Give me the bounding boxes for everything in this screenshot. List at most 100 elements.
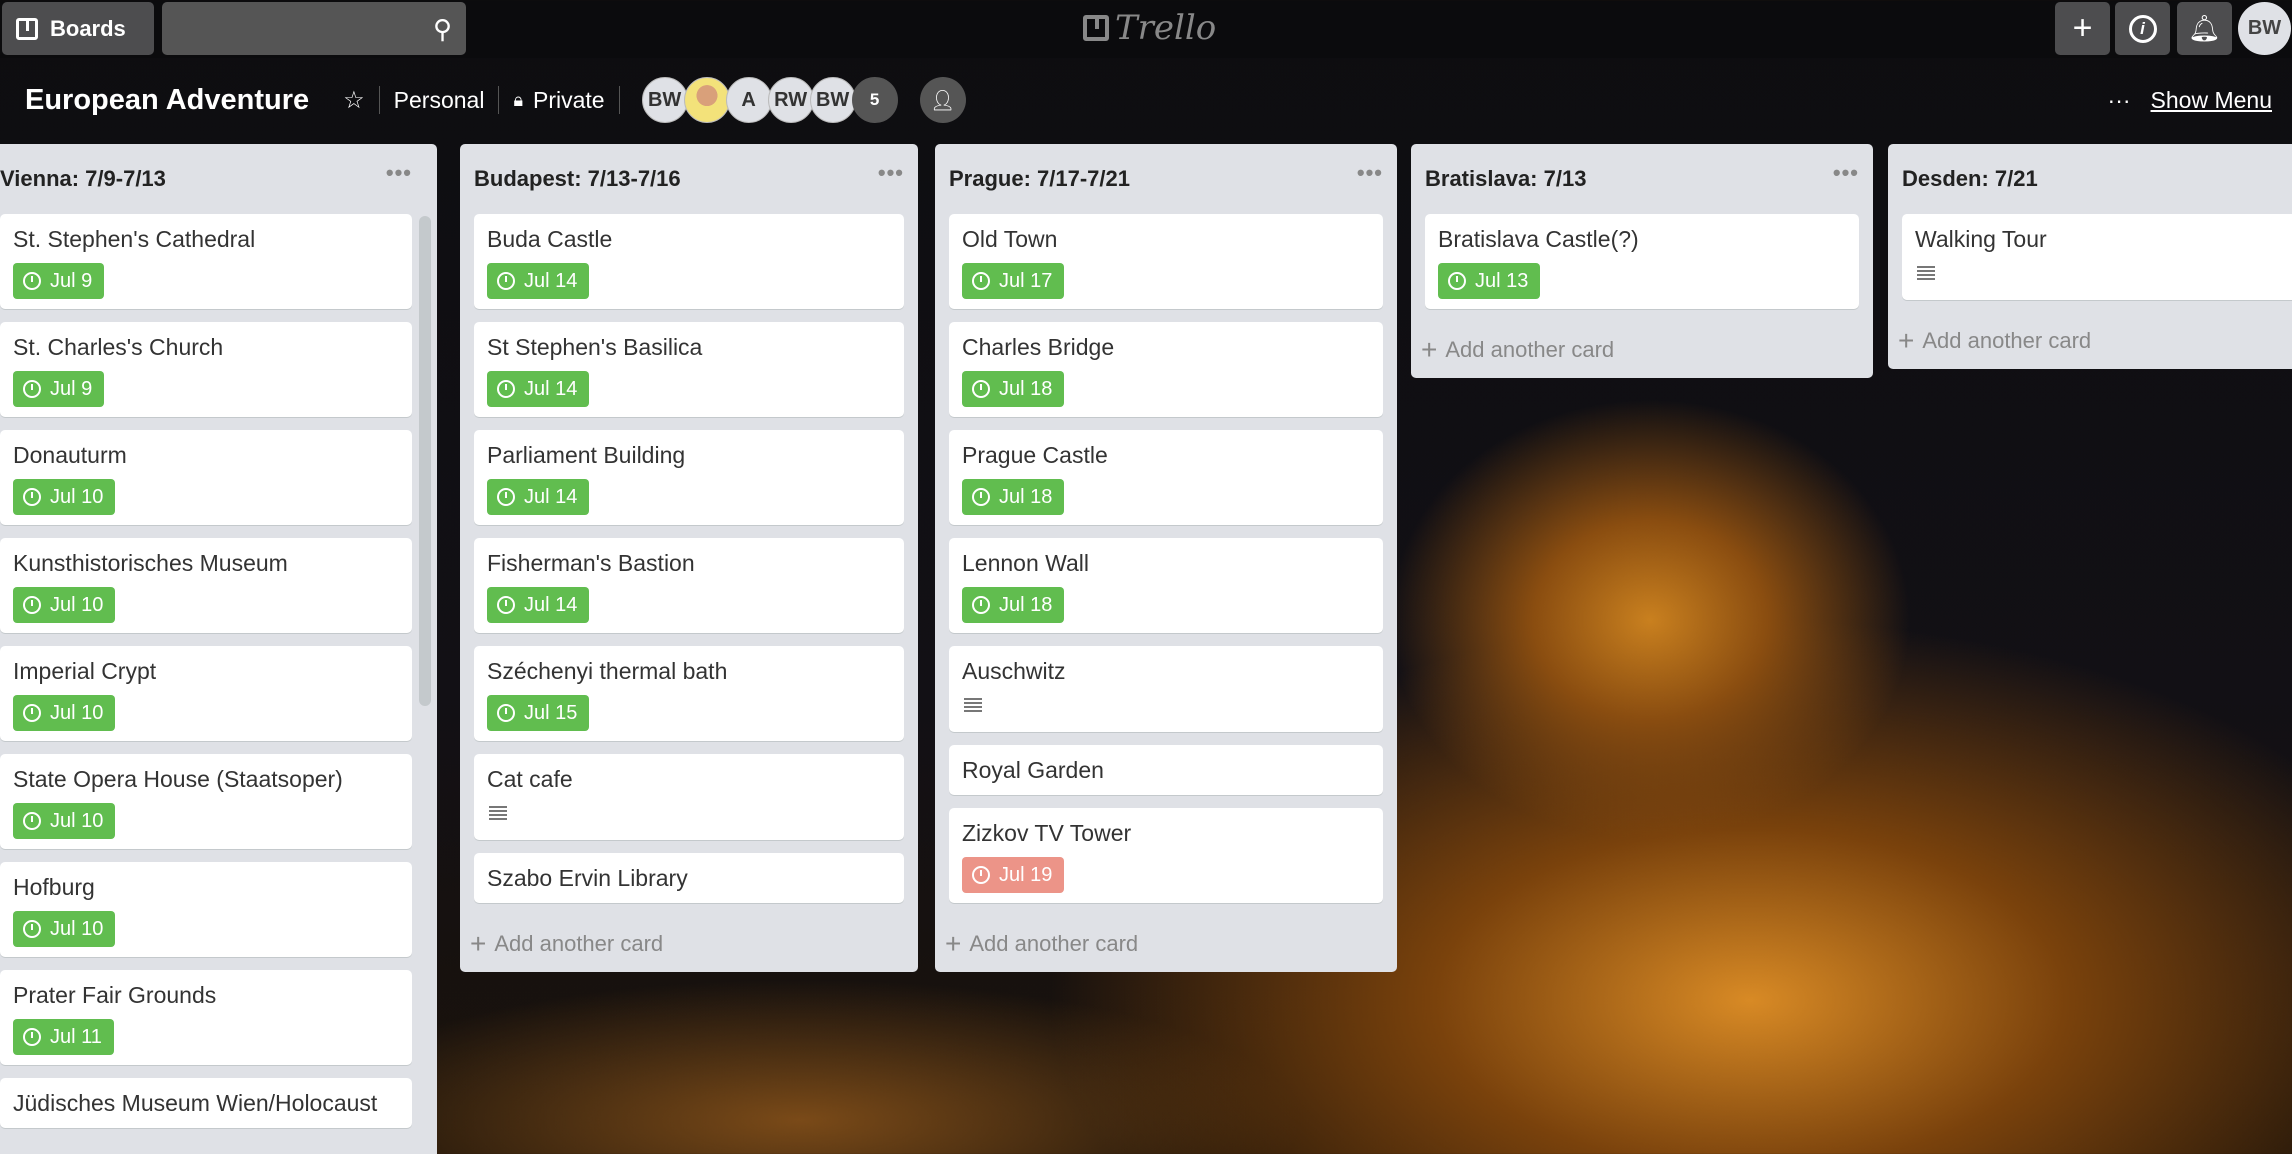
card[interactable]: Imperial Crypt Jul 10 xyxy=(0,646,412,741)
clock-icon xyxy=(972,596,990,614)
card-title: Buda Castle xyxy=(487,226,613,252)
board-title[interactable]: European Adventure xyxy=(25,83,310,116)
notifications-button[interactable]: 🔔︎ xyxy=(2177,2,2232,55)
due-date-badge: Jul 18 xyxy=(962,587,1065,623)
list-menu-icon[interactable]: ••• xyxy=(1356,160,1383,185)
card[interactable]: St. Charles's Church Jul 9 xyxy=(0,322,412,417)
search-input[interactable]: ⚲ xyxy=(162,2,466,55)
card-title: Széchenyi thermal bath xyxy=(487,658,728,684)
member-avatar[interactable]: BW xyxy=(809,77,856,123)
list-title[interactable]: Desden: 7/21 xyxy=(1902,166,2038,191)
card[interactable]: Zizkov TV Tower Jul 19 xyxy=(949,808,1383,903)
card[interactable]: St Stephen's Basilica Jul 14 xyxy=(474,322,904,417)
card[interactable]: Donauturm Jul 10 xyxy=(0,430,412,525)
card[interactable]: State Opera House (Staatsoper) Jul 10 xyxy=(0,754,412,849)
clock-icon xyxy=(23,812,41,830)
list-header: Prague: 7/17-7/21 ••• xyxy=(949,144,1383,214)
due-date-badge: Jul 10 xyxy=(13,803,116,839)
add-card-label: Add another card xyxy=(494,931,664,956)
board-header: European Adventure ☆ Personal 🔒︎ Private… xyxy=(0,58,2292,142)
clock-icon xyxy=(497,272,515,290)
list-menu-icon[interactable]: ••• xyxy=(1832,160,1859,185)
list-title[interactable]: Vienna: 7/9-7/13 xyxy=(0,166,166,191)
card-title: Cat cafe xyxy=(487,766,573,792)
clock-icon xyxy=(23,1028,41,1046)
card[interactable]: Walking Tour xyxy=(1902,214,2292,300)
team-button[interactable]: Personal xyxy=(393,86,485,113)
list-menu-icon[interactable]: ••• xyxy=(385,160,412,185)
due-date: Jul 14 xyxy=(524,485,578,508)
clock-icon xyxy=(23,380,41,398)
card[interactable]: Parliament Building Jul 14 xyxy=(474,430,904,525)
invite-button[interactable]: 👤︎ xyxy=(919,77,966,123)
search-icon[interactable]: ⚲ xyxy=(432,14,452,44)
card[interactable]: Cat cafe xyxy=(474,754,904,840)
description-icon xyxy=(1917,266,1935,282)
card[interactable]: Fisherman's Bastion Jul 14 xyxy=(474,538,904,633)
due-date-badge: Jul 14 xyxy=(487,371,590,407)
trello-logo[interactable]: Trello xyxy=(1083,8,1216,48)
card-title: St. Charles's Church xyxy=(13,334,224,360)
member-avatar[interactable]: A xyxy=(725,77,772,123)
card[interactable]: Prague Castle Jul 18 xyxy=(949,430,1383,525)
bell-icon: 🔔︎ xyxy=(2187,13,2221,43)
plus-icon: + xyxy=(945,928,962,959)
card[interactable]: Charles Bridge Jul 18 xyxy=(949,322,1383,417)
show-menu-link[interactable]: Show Menu xyxy=(2150,86,2272,113)
member-avatar[interactable]: BW xyxy=(641,77,688,123)
card-title: Prague Castle xyxy=(962,442,1108,468)
card[interactable]: Old Town Jul 17 xyxy=(949,214,1383,309)
boards-button[interactable]: Boards xyxy=(2,2,154,55)
clock-icon xyxy=(23,272,41,290)
card[interactable]: Auschwitz xyxy=(949,646,1383,732)
due-date-badge: Jul 10 xyxy=(13,587,116,623)
due-date: Jul 17 xyxy=(999,269,1053,292)
card[interactable]: St. Stephen's Cathedral Jul 9 xyxy=(0,214,412,309)
user-avatar[interactable]: BW xyxy=(2238,2,2291,55)
add-card-button[interactable]: + Add another card xyxy=(1421,322,1859,378)
card[interactable]: Prater Fair Grounds Jul 11 xyxy=(0,970,412,1065)
card[interactable]: Lennon Wall Jul 18 xyxy=(949,538,1383,633)
info-button[interactable]: i xyxy=(2115,2,2170,55)
due-date-badge: Jul 9 xyxy=(13,371,105,407)
list-title[interactable]: Budapest: 7/13-7/16 xyxy=(474,166,681,191)
list-scrollbar[interactable] xyxy=(419,216,431,706)
due-date: Jul 10 xyxy=(50,917,104,940)
card[interactable]: Hofburg Jul 10 xyxy=(0,862,412,957)
add-card-button[interactable]: + Add another card xyxy=(470,916,904,972)
list-header: Vienna: 7/9-7/13 ••• xyxy=(0,144,412,214)
clock-icon xyxy=(497,596,515,614)
member-avatar[interactable]: RW xyxy=(767,77,814,123)
clock-icon xyxy=(972,866,990,884)
card-title: Hofburg xyxy=(13,874,95,900)
add-card-button[interactable]: + Add another card xyxy=(1898,313,2292,369)
card[interactable]: Buda Castle Jul 14 xyxy=(474,214,904,309)
clock-icon xyxy=(972,488,990,506)
card-title: State Opera House (Staatsoper) xyxy=(13,766,343,792)
list-title[interactable]: Prague: 7/17-7/21 xyxy=(949,166,1130,191)
due-date-badge: Jul 10 xyxy=(13,911,116,947)
card[interactable]: Kunsthistorisches Museum Jul 10 xyxy=(0,538,412,633)
card-title: St Stephen's Basilica xyxy=(487,334,703,360)
list-title[interactable]: Bratislava: 7/13 xyxy=(1425,166,1587,191)
due-date-badge: Jul 11 xyxy=(13,1019,114,1055)
due-date: Jul 19 xyxy=(999,863,1053,886)
member-avatar[interactable] xyxy=(683,77,730,123)
star-icon[interactable]: ☆ xyxy=(343,86,365,114)
card[interactable]: Royal Garden xyxy=(949,745,1383,795)
due-date: Jul 18 xyxy=(999,377,1053,400)
due-date-badge: Jul 19 xyxy=(962,857,1065,893)
card[interactable]: Széchenyi thermal bath Jul 15 xyxy=(474,646,904,741)
card[interactable]: Szabo Ervin Library xyxy=(474,853,904,903)
board-icon xyxy=(16,17,38,40)
add-card-label: Add another card xyxy=(1445,337,1615,362)
card[interactable]: Jüdisches Museum Wien/Holocaust xyxy=(0,1078,412,1128)
card[interactable]: Bratislava Castle(?) Jul 13 xyxy=(1425,214,1859,309)
card-title: Donauturm xyxy=(13,442,127,468)
more-members-badge[interactable]: 5 xyxy=(851,77,898,123)
create-button[interactable]: + xyxy=(2055,2,2110,55)
visibility-button[interactable]: Private xyxy=(533,86,605,113)
add-card-button[interactable]: + Add another card xyxy=(945,916,1383,972)
card-title: Auschwitz xyxy=(962,658,1066,684)
list-menu-icon[interactable]: ••• xyxy=(877,160,904,185)
